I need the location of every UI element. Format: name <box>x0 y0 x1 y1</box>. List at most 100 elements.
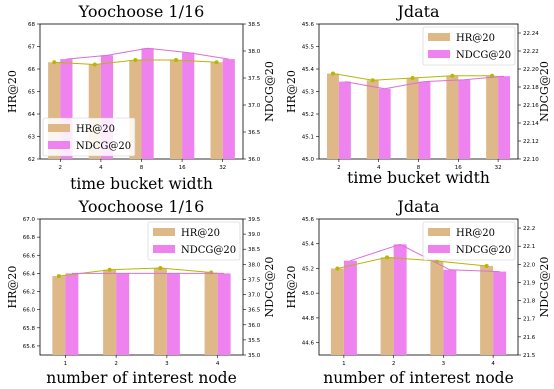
line-hr20 <box>337 256 487 269</box>
x-tick-label: 4 <box>377 165 381 171</box>
y-tick-label-right: 39.5 <box>248 217 261 223</box>
bar-hr20 <box>486 75 499 159</box>
bar-ndcg20 <box>493 271 507 355</box>
point-hr20 <box>92 62 97 67</box>
bar-hr20 <box>169 60 183 159</box>
y-tick-label-left: 68 <box>28 22 35 28</box>
point-hr20 <box>450 73 455 78</box>
y-tick-label-left: 45.0 <box>302 291 315 297</box>
y-tick-label-left: 65.6 <box>23 344 36 350</box>
chart-title: Jdata <box>395 197 440 216</box>
legend-swatch-hr20 <box>428 33 450 41</box>
y-tick-label-left: 44.6 <box>302 341 315 347</box>
y-tick-label-left: 45.4 <box>302 67 315 73</box>
y-tick-label-left: 45.6 <box>302 217 315 223</box>
y-tick-label-left: 67.0 <box>23 217 36 223</box>
x-axis-label: time bucket width <box>70 175 213 193</box>
legend-swatch-hr20 <box>48 124 70 132</box>
bar-hr20 <box>446 75 459 159</box>
y-tick-label-left: 62 <box>28 157 35 163</box>
point-hr20 <box>52 60 57 65</box>
y-tick-label-right: 22.12 <box>523 139 539 145</box>
legend-swatch-ndcg20 <box>428 245 450 253</box>
chart-title: Jdata <box>395 2 440 21</box>
point-hr20 <box>484 263 489 268</box>
y-tick-label-right: 22.16 <box>523 103 539 109</box>
bar-ndcg20 <box>222 59 235 159</box>
y-tick-label-left: 45.3 <box>302 90 315 96</box>
y-tick-label-right: 37.5 <box>248 277 261 283</box>
y-axis-label-right: NDCG@20 <box>263 257 276 318</box>
y-tick-label-left: 45.2 <box>302 266 314 272</box>
y-tick-label-left: 67 <box>28 45 35 51</box>
bar-hr20 <box>153 267 167 355</box>
legend-swatch-hr20 <box>153 228 175 236</box>
y-tick-label-left: 44.8 <box>302 316 315 322</box>
y-tick-label-right: 38.5 <box>248 247 261 253</box>
y-tick-label-right: 37.0 <box>248 103 261 109</box>
bar-hr20 <box>210 62 223 159</box>
bar-ndcg20 <box>378 88 391 159</box>
bar-hr20 <box>480 265 494 355</box>
y-tick-label-right: 21.8 <box>523 299 536 305</box>
bar-ndcg20 <box>458 79 471 159</box>
x-tick-label: 1 <box>342 361 346 367</box>
bar-ndcg20 <box>418 81 431 159</box>
point-hr20 <box>133 58 138 62</box>
y-tick-label-left: 65.8 <box>23 326 36 332</box>
y-tick-label-right: 22.24 <box>523 31 539 37</box>
x-tick-label: 2 <box>59 165 63 171</box>
bar-ndcg20 <box>141 48 154 159</box>
x-tick-label: 16 <box>179 165 186 171</box>
y-tick-label-right: 22.18 <box>523 85 539 91</box>
y-tick-label-right: 38.0 <box>248 262 261 268</box>
y-tick-label-right: 36.5 <box>248 308 261 314</box>
y-tick-label-right: 38.0 <box>248 49 261 55</box>
bar-ndcg20 <box>443 269 457 355</box>
bar-ndcg20 <box>166 273 180 355</box>
y-tick-label-left: 66.2 <box>23 290 35 296</box>
legend-swatch-ndcg20 <box>48 141 70 149</box>
x-axis-label: number of interest node <box>323 369 514 387</box>
x-tick-label: 8 <box>417 165 421 171</box>
y-tick-label-left: 63 <box>28 135 35 141</box>
line-hr20 <box>58 267 212 277</box>
legend-swatch-hr20 <box>428 228 450 236</box>
y-tick-label-left: 66.8 <box>23 235 36 241</box>
bar-hr20 <box>52 276 66 355</box>
legend-label-hr20: HR@20 <box>456 228 495 239</box>
y-tick-label-left: 66 <box>28 67 35 73</box>
legend-swatch-ndcg20 <box>428 50 450 58</box>
plot-frame <box>39 218 244 356</box>
x-tick-label: 32 <box>219 165 226 171</box>
point-hr20 <box>158 265 163 270</box>
bar-ndcg20 <box>393 244 407 355</box>
x-tick-label: 2 <box>114 361 118 367</box>
point-hr20 <box>335 266 340 271</box>
legend-swatch-ndcg20 <box>153 245 175 253</box>
y-tick-label-left: 45.2 <box>302 112 314 118</box>
bar-ndcg20 <box>116 273 130 355</box>
legend-label-hr20: HR@20 <box>456 33 495 44</box>
x-axis-label: time bucket width <box>347 169 490 187</box>
y-tick-label-right: 37.0 <box>248 293 261 299</box>
bar-hr20 <box>326 73 339 159</box>
x-tick-label: 2 <box>392 361 396 367</box>
y-tick-label-right: 22.20 <box>523 67 539 73</box>
point-hr20 <box>56 274 61 279</box>
y-tick-label-left: 45.0 <box>302 157 315 163</box>
legend-label-hr20: HR@20 <box>181 228 220 239</box>
line-ndcg20 <box>344 75 505 90</box>
point-hr20 <box>214 60 219 65</box>
bar-hr20 <box>406 78 419 159</box>
y-tick-label-right: 21.5 <box>523 353 536 359</box>
x-tick-label: 1 <box>64 361 68 367</box>
x-tick-label: 16 <box>455 165 462 171</box>
y-tick-label-left: 45.4 <box>302 242 315 248</box>
y-tick-label-left: 66.0 <box>23 308 36 314</box>
bar-hr20 <box>380 257 394 355</box>
bar-ndcg20 <box>65 273 79 355</box>
y-tick-label-right: 38.5 <box>248 22 261 28</box>
y-tick-label-right: 22.1 <box>523 244 535 250</box>
